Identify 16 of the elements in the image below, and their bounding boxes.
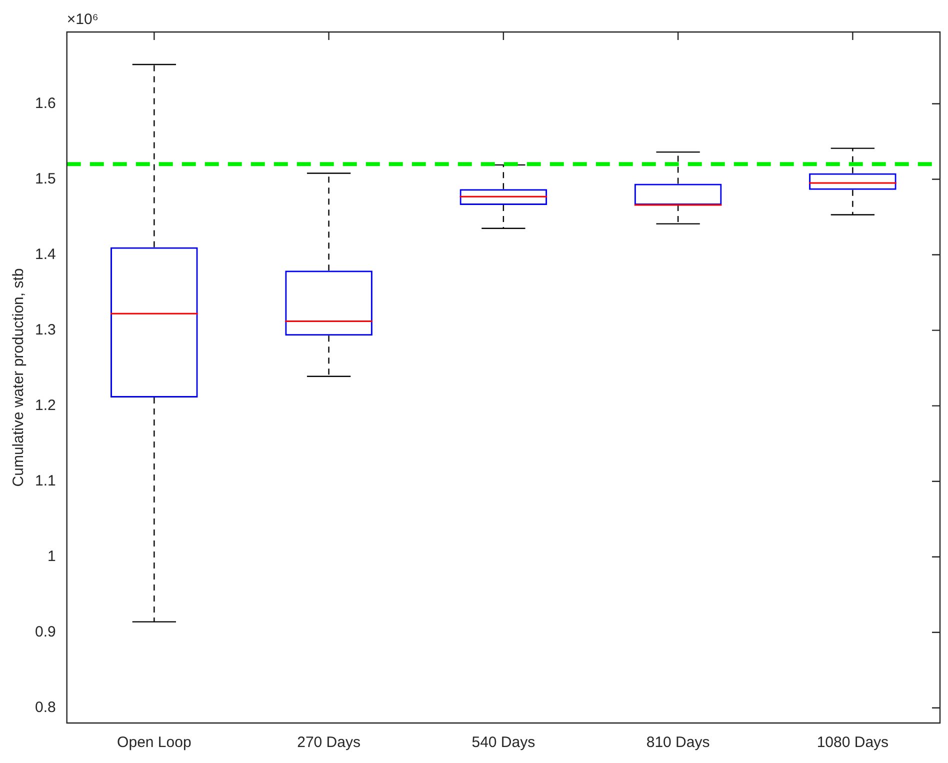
y-tick-label: 0.9 bbox=[34, 624, 56, 641]
text: ×10⁶ bbox=[66, 11, 98, 28]
x-tick-label: 810 Days bbox=[646, 734, 710, 752]
y-axis-title: Cumulative water production, stb bbox=[10, 268, 28, 487]
x-tick-label: 270 Days bbox=[297, 734, 360, 752]
y-tick-label: 1.6 bbox=[34, 94, 56, 112]
x-tick-label: 1080 Days bbox=[816, 734, 889, 752]
y-tick-label: 0.8 bbox=[34, 699, 56, 716]
y-tick-label: 1 bbox=[48, 548, 56, 565]
y-tick-label: 1.2 bbox=[34, 396, 56, 414]
y-tick-label: 1.5 bbox=[34, 170, 56, 188]
x-tick-label: Open Loop bbox=[117, 734, 192, 752]
x-tick-label: 540 Days bbox=[472, 734, 536, 752]
y-tick-label: 1.4 bbox=[34, 246, 56, 263]
y-tick-label: 1.1 bbox=[34, 472, 56, 490]
y-tick-label: 1.3 bbox=[34, 321, 56, 338]
